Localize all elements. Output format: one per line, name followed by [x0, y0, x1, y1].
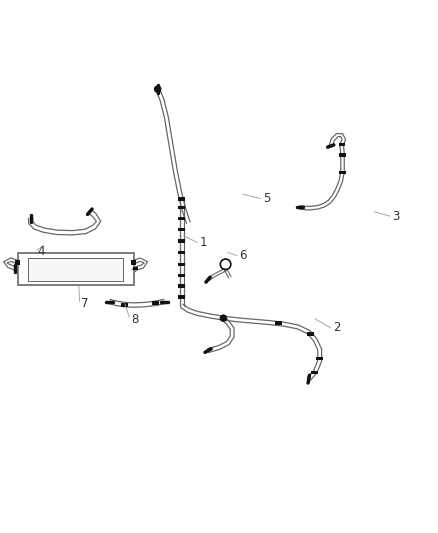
- Text: 2: 2: [333, 321, 340, 334]
- Text: 6: 6: [239, 249, 246, 262]
- Bar: [178, 295, 185, 299]
- Bar: [339, 153, 346, 157]
- Text: 8: 8: [131, 312, 139, 326]
- Bar: [178, 216, 185, 220]
- Text: 7: 7: [81, 297, 88, 310]
- Bar: [28, 258, 123, 280]
- Circle shape: [155, 86, 161, 92]
- Bar: [133, 266, 138, 270]
- Circle shape: [220, 315, 226, 321]
- Bar: [339, 171, 346, 174]
- Text: 5: 5: [263, 192, 270, 205]
- Bar: [178, 285, 185, 288]
- Bar: [178, 273, 185, 277]
- Bar: [121, 303, 128, 306]
- Bar: [178, 263, 185, 266]
- Bar: [178, 239, 185, 243]
- Bar: [18, 253, 134, 285]
- Bar: [15, 260, 20, 265]
- Bar: [178, 251, 185, 254]
- Text: 1: 1: [199, 236, 207, 249]
- Bar: [152, 301, 159, 305]
- Bar: [311, 370, 318, 375]
- Bar: [316, 357, 323, 360]
- Text: 3: 3: [392, 209, 399, 223]
- Bar: [307, 333, 314, 336]
- Bar: [178, 228, 185, 231]
- Bar: [178, 206, 185, 209]
- Text: 4: 4: [37, 245, 45, 257]
- Bar: [339, 143, 345, 147]
- Bar: [178, 197, 185, 200]
- Bar: [275, 321, 282, 326]
- Bar: [131, 260, 136, 265]
